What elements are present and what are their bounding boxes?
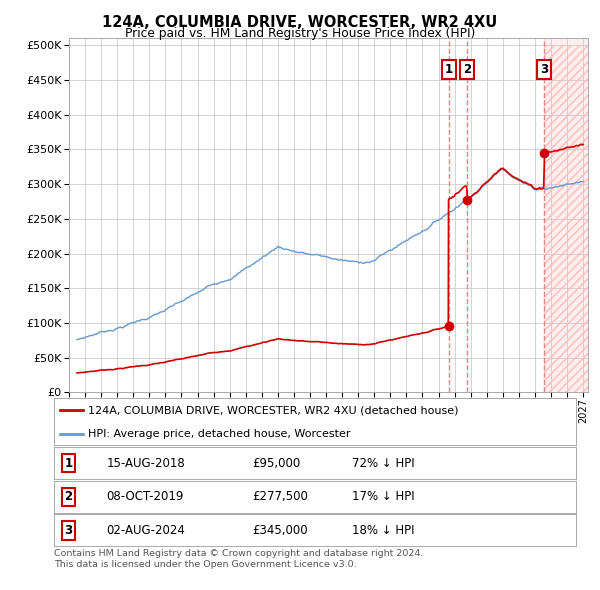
Text: 1: 1 <box>65 457 73 470</box>
Text: 3: 3 <box>65 524 73 537</box>
Text: 15-AUG-2018: 15-AUG-2018 <box>106 457 185 470</box>
Text: Contains HM Land Registry data © Crown copyright and database right 2024.
This d: Contains HM Land Registry data © Crown c… <box>54 549 424 569</box>
Text: 1: 1 <box>445 63 452 76</box>
Text: 2: 2 <box>463 63 472 76</box>
Text: £345,000: £345,000 <box>253 524 308 537</box>
Text: 124A, COLUMBIA DRIVE, WORCESTER, WR2 4XU: 124A, COLUMBIA DRIVE, WORCESTER, WR2 4XU <box>103 15 497 30</box>
Text: HPI: Average price, detached house, Worcester: HPI: Average price, detached house, Worc… <box>88 429 350 438</box>
Text: 18% ↓ HPI: 18% ↓ HPI <box>352 524 414 537</box>
Text: 3: 3 <box>541 63 548 76</box>
Text: 02-AUG-2024: 02-AUG-2024 <box>106 524 185 537</box>
Bar <box>544 38 588 392</box>
Text: 2: 2 <box>65 490 73 503</box>
Bar <box>544 45 588 392</box>
Text: £277,500: £277,500 <box>253 490 308 503</box>
Text: Price paid vs. HM Land Registry's House Price Index (HPI): Price paid vs. HM Land Registry's House … <box>125 27 475 40</box>
Text: £95,000: £95,000 <box>253 457 301 470</box>
Text: 17% ↓ HPI: 17% ↓ HPI <box>352 490 414 503</box>
Text: 124A, COLUMBIA DRIVE, WORCESTER, WR2 4XU (detached house): 124A, COLUMBIA DRIVE, WORCESTER, WR2 4XU… <box>88 405 458 415</box>
Text: 72% ↓ HPI: 72% ↓ HPI <box>352 457 414 470</box>
Text: 08-OCT-2019: 08-OCT-2019 <box>106 490 184 503</box>
